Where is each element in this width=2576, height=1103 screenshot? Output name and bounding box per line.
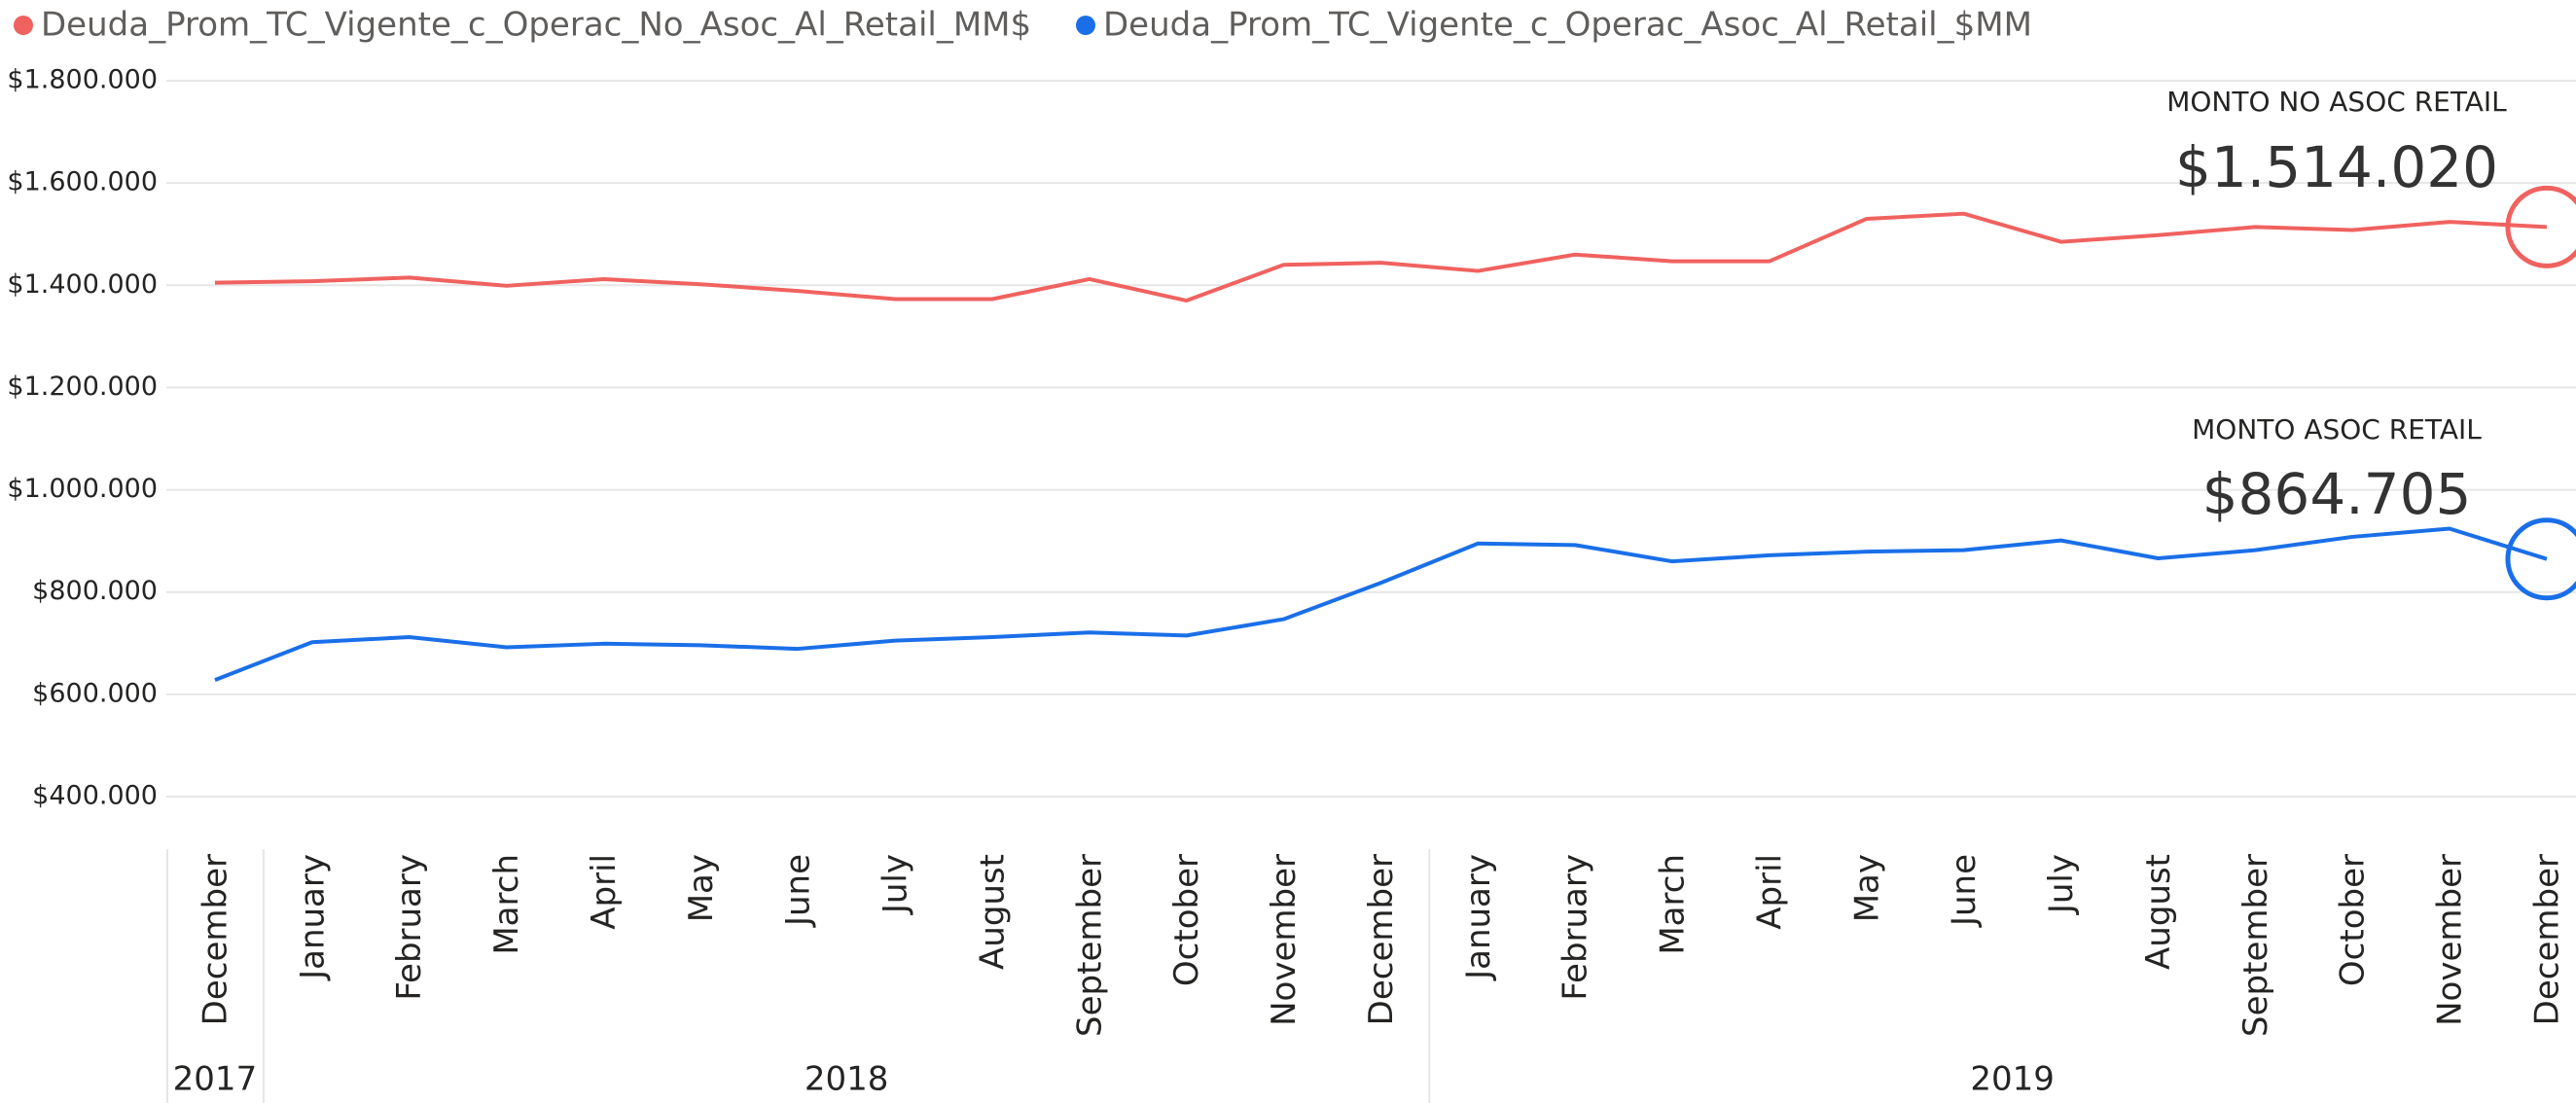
card-value: $864.705: [2202, 461, 2472, 527]
x-tick-label: July: [877, 854, 915, 915]
legend-label: Deuda_Prom_TC_Vigente_c_Operac_Asoc_Al_R…: [1103, 6, 2032, 45]
y-tick-label: $400.000: [32, 781, 158, 811]
y-tick-label: $800.000: [32, 576, 158, 606]
y-tick-label: $1.800.000: [7, 65, 158, 95]
x-tick-label: May: [1847, 854, 1886, 922]
x-tick-label: August: [2139, 854, 2178, 970]
x-tick-label: January: [1459, 854, 1498, 981]
y-tick-label: $1.600.000: [7, 167, 158, 197]
legend-marker: [14, 16, 33, 35]
x-tick-label: February: [390, 854, 429, 1001]
x-tick-label: December: [2527, 854, 2566, 1025]
y-tick-label: $1.200.000: [7, 372, 158, 402]
x-tick-label: August: [973, 854, 1012, 970]
y-tick-label: $600.000: [32, 678, 158, 708]
card-title: MONTO ASOC RETAIL: [2192, 413, 2482, 445]
series-line: [214, 211, 2548, 303]
year-label: 2017: [173, 1060, 258, 1099]
x-tick-label: September: [1070, 854, 1109, 1037]
y-tick-label: $1.000.000: [7, 474, 158, 504]
x-tick-label: December: [196, 854, 234, 1025]
x-tick-label: July: [2042, 854, 2081, 915]
x-tick-label: October: [2334, 854, 2373, 986]
card-title: MONTO NO ASOC RETAIL: [2166, 86, 2507, 118]
x-tick-label: September: [2236, 854, 2275, 1037]
x-tick-label: April: [585, 854, 624, 930]
x-tick-label: March: [487, 854, 526, 955]
x-tick-label: November: [2431, 854, 2470, 1026]
legend-marker: [1076, 16, 1095, 35]
x-tick-label: May: [682, 854, 721, 922]
x-tick-label: June: [1945, 854, 1984, 928]
x-tick-label: October: [1167, 854, 1206, 986]
end-marker: [2505, 517, 2576, 601]
series-line: [214, 526, 2548, 683]
year-label: 2018: [805, 1060, 889, 1099]
x-tick-label: June: [779, 854, 818, 928]
x-tick-label: February: [1556, 854, 1595, 1001]
x-tick-label: April: [1750, 854, 1789, 930]
x-tick-label: November: [1265, 854, 1304, 1026]
x-tick-label: January: [293, 854, 332, 981]
legend-label: Deuda_Prom_TC_Vigente_c_Operac_No_Asoc_A…: [41, 6, 1031, 45]
x-tick-label: December: [1362, 854, 1401, 1025]
x-tick-label: March: [1654, 854, 1693, 955]
end-marker: [2505, 185, 2576, 268]
year-label: 2019: [1970, 1060, 2055, 1099]
y-tick-label: $1.400.000: [7, 269, 158, 300]
card-value: $1.514.020: [2175, 134, 2498, 200]
